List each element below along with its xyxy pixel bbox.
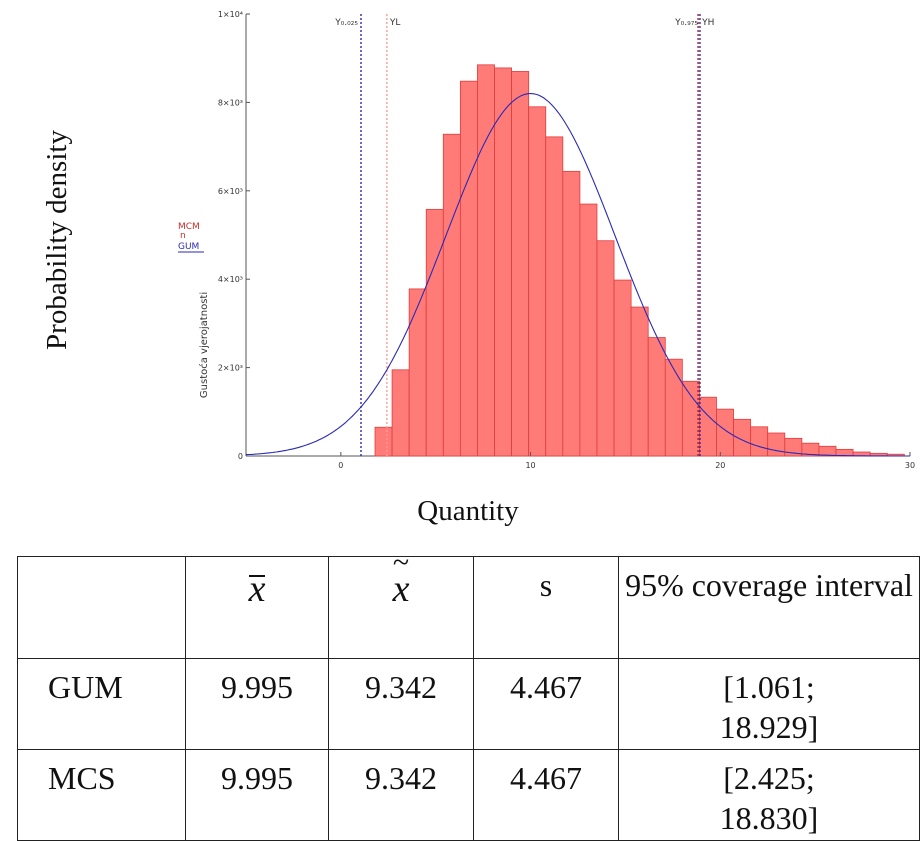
marker-label: Y₀.₉₇₅ [674, 18, 698, 28]
histogram-bar [408, 288, 427, 457]
legend-marker-mcm: n [180, 231, 186, 241]
table-header-row: x x s 95% coverage interval [17, 556, 920, 659]
histogram-bar [477, 64, 495, 457]
histogram-bar [750, 426, 769, 457]
legend-label-mcm: MCM [178, 222, 200, 232]
ci-lower-mcs: [2.425; [723, 760, 815, 796]
histogram-bar [391, 369, 410, 457]
histogram-bar [562, 170, 581, 457]
x-tick-label: 10 [525, 461, 535, 470]
histogram-bar [425, 208, 444, 457]
table-row: MCS 9.995 9.342 4.467 [2.425; 18.830] [17, 749, 920, 841]
inner-y-axis-title: Gustoća vjerojatnosti [198, 292, 210, 398]
histogram-bar [613, 279, 632, 457]
y-axis-title: Probability density [41, 130, 73, 350]
cell-mean-mcs: 9.995 [185, 749, 329, 841]
x-axis-title: Quantity [417, 495, 519, 527]
ci-lower-gum: [1.061; [723, 669, 815, 705]
histogram-bar [442, 133, 461, 457]
legend: MCM n GUM [178, 222, 204, 253]
histogram-bar [528, 106, 547, 457]
histogram-bar [767, 432, 786, 457]
header-coverage-interval: 95% coverage interval [618, 556, 920, 659]
header-mean: x [185, 556, 329, 659]
histogram-bar [647, 337, 666, 457]
histogram-bar [630, 306, 649, 457]
histogram-bar [494, 67, 513, 457]
row-label-gum: GUM [17, 658, 186, 750]
histogram-bar [716, 408, 734, 457]
histogram-bar [545, 136, 564, 457]
x-tick-label: 0 [338, 461, 343, 470]
histogram-bar [733, 418, 752, 457]
cell-std-gum: 4.467 [473, 658, 619, 750]
ci-upper-mcs: 18.830] [719, 800, 819, 836]
plot-area: 0 2×10³ 4×10³ 6×10³ 8×10³ 1×10⁴ 0 10 20 30 Y₀.₀₂… [218, 10, 915, 470]
histogram-bar [511, 71, 530, 457]
histogram-bar [459, 80, 478, 457]
y-tick-label: 8×10³ [218, 98, 243, 107]
y-tick-label: 0 [238, 452, 243, 461]
header-empty-cell [17, 556, 186, 659]
cell-ci-gum: [1.061; 18.929] [618, 658, 920, 750]
row-label-mcs: MCS [17, 749, 186, 841]
marker-label: YH [701, 18, 714, 28]
y-tick-label: 1×10⁴ [218, 10, 243, 19]
header-median: x [328, 556, 474, 659]
histogram-bar [681, 380, 700, 457]
histogram-bar [664, 358, 683, 457]
header-std: s [473, 556, 619, 659]
y-tick-label: 4×10³ [218, 275, 243, 284]
legend-label-gum: GUM [178, 242, 199, 252]
y-tick-label: 6×10³ [218, 187, 243, 196]
cell-mean-gum: 9.995 [185, 658, 329, 750]
table-row: GUM 9.995 9.342 4.467 [1.061; 18.929] [17, 658, 920, 750]
marker-label: Y₀.₀₂₅ [334, 18, 358, 28]
histogram-bar [374, 426, 393, 457]
gum-normal-curve [245, 93, 910, 457]
histogram-bar [699, 396, 717, 457]
histogram-bar [596, 240, 615, 457]
cell-std-mcs: 4.467 [473, 749, 619, 841]
x-tick-label: 30 [905, 461, 915, 470]
histogram-bar [579, 203, 598, 457]
cell-median-gum: 9.342 [328, 658, 474, 750]
ci-upper-gum: 18.929] [719, 709, 819, 745]
y-tick-label: 2×10³ [218, 364, 243, 373]
cell-ci-mcs: [2.425; 18.830] [618, 749, 920, 841]
marker-label: YL [389, 18, 401, 28]
x-tick-label: 20 [715, 461, 725, 470]
distribution-chart: Probability density Quantity Gustoća vje… [41, 10, 915, 527]
cell-median-mcs: 9.342 [328, 749, 474, 841]
results-table: x x s 95% coverage interval GUM 9.995 9.… [17, 556, 920, 841]
